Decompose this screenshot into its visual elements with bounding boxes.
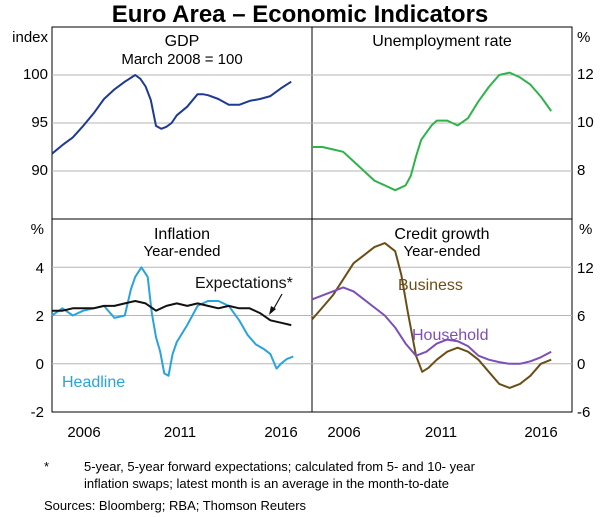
series-lines (51, 71, 553, 389)
gdp-series-line (51, 74, 292, 155)
credit-y-axis-label: % (579, 221, 592, 238)
credit-y-tick: -6 (577, 404, 590, 421)
household-annotation: Household (412, 327, 489, 344)
unemployment-y-tick: 12 (577, 66, 594, 83)
inflation-y-tick: 0 (36, 356, 44, 373)
inflation-y-tick: 4 (36, 260, 44, 277)
x-tick-right: 2016 (524, 424, 557, 441)
sources-note: Sources: Bloomberg; RBA; Thomson Reuters (44, 498, 307, 513)
unemployment-y-axis-label: % (577, 29, 590, 46)
footnote-marker: * (44, 459, 50, 474)
business-series-line (311, 242, 552, 389)
x-tick-left: 2011 (164, 424, 196, 441)
unemployment-y-tick: 10 (577, 114, 594, 131)
x-tick-left: 2006 (67, 424, 100, 441)
gdp-y-tick: 100 (23, 66, 48, 83)
inflation-y-axis-label: % (31, 221, 44, 238)
credit-y-tick: 12 (577, 260, 594, 277)
x-tick-right: 2006 (327, 424, 360, 441)
gdp-y-axis-label: index (12, 29, 48, 46)
credit-panel-subtitle: Year-ended (403, 243, 480, 260)
expectations-annotation: Expectations* (195, 275, 293, 292)
unemployment-y-tick: 8 (577, 162, 585, 179)
credit-y-tick: 6 (577, 308, 585, 325)
headline-annotation: Headline (62, 374, 125, 391)
headline-series-line (51, 266, 294, 377)
gdp-y-tick: 95 (31, 114, 48, 131)
unemployment-panel-title: Unemployment rate (372, 33, 512, 50)
gdp-panel-title: GDP (165, 33, 200, 50)
inflation-panel-title: Inflation (154, 226, 210, 243)
expectations-arrow (272, 293, 283, 311)
inflation-y-tick: -2 (31, 404, 44, 421)
inflation-panel-subtitle: Year-ended (143, 243, 220, 260)
inflation-y-tick: 2 (36, 308, 44, 325)
footnote-line-1: 5-year, 5-year forward expectations; cal… (84, 459, 475, 474)
expectations-arrowhead (269, 306, 276, 315)
gdp-panel-subtitle: March 2008 = 100 (121, 51, 242, 68)
household-series-line (311, 286, 552, 365)
unemployment-rate-series-line (312, 71, 553, 192)
expectations-series-line (52, 300, 292, 327)
figure-title: Euro Area – Economic Indicators (112, 1, 489, 28)
gdp-y-tick: 90 (31, 162, 48, 179)
x-tick-left: 2016 (264, 424, 297, 441)
gridlines (52, 74, 572, 365)
credit-panel-title: Credit growth (394, 226, 489, 243)
x-tick-right: 2011 (425, 424, 457, 441)
business-annotation: Business (398, 277, 463, 294)
credit-y-tick: 0 (577, 356, 585, 373)
footnote-line-2: inflation swaps; latest month is an aver… (84, 476, 449, 491)
